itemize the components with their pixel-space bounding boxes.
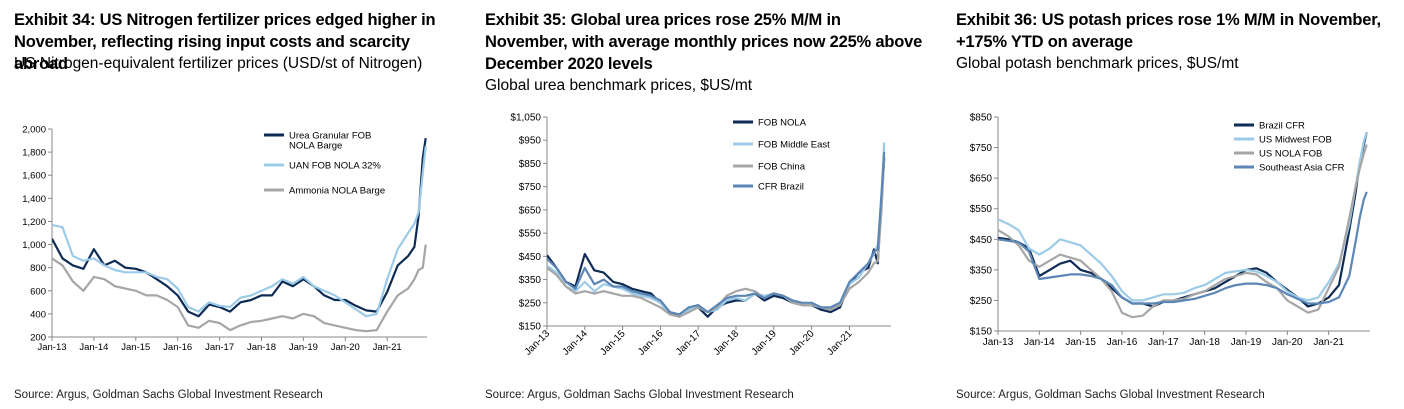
legend-label: Southeast Asia CFR	[1259, 163, 1345, 174]
x-tick-label: Jan-15	[1065, 337, 1096, 348]
legend-label: NOLA Barge	[289, 141, 342, 152]
series-line-uan-fob-nola-32-	[52, 146, 427, 318]
y-tick-label: $250	[519, 298, 542, 309]
y-tick-label: $450	[970, 235, 993, 246]
y-tick-label: $150	[519, 322, 542, 333]
chart-source: Source: Argus, Goldman Sachs Global Inve…	[956, 389, 1265, 401]
x-tick-label: Jan-14	[79, 342, 108, 353]
x-tick-label: Jan-20	[1272, 337, 1303, 348]
y-tick-label: 1,600	[22, 171, 46, 182]
y-tick-label: $550	[519, 229, 542, 240]
x-tick-label: Jan-17	[1148, 337, 1179, 348]
x-tick-label: Jan-17	[205, 342, 234, 353]
y-tick-label: 2,000	[22, 125, 46, 136]
legend-label: Urea Granular FOB	[289, 131, 371, 142]
x-tick-label: Jan-21	[373, 342, 402, 353]
y-tick-label: $250	[970, 296, 993, 307]
x-tick-label: Jan-19	[1231, 337, 1262, 348]
y-tick-label: $550	[970, 204, 993, 215]
legend-label: Ammonia NOLA Barge	[289, 186, 385, 197]
y-tick-label: 1,400	[22, 194, 46, 205]
y-tick-label: 200	[30, 333, 46, 344]
y-tick-label: $650	[519, 205, 542, 216]
x-tick-label: Jan-15	[121, 342, 150, 353]
series-line-us-nola-fob	[998, 144, 1368, 319]
y-tick-label: $350	[970, 265, 993, 276]
x-tick-label: Jan-19	[750, 328, 780, 358]
legend-label: FOB NOLA	[758, 118, 807, 129]
y-tick-label: $750	[970, 143, 993, 154]
y-tick-label: 400	[30, 309, 46, 320]
series-line-fob-china	[547, 156, 886, 318]
chart-title: Exhibit 34: US Nitrogen fertilizer price…	[14, 11, 436, 73]
x-tick-label: Jan-17	[674, 328, 704, 358]
x-tick-label: Jan-16	[163, 342, 192, 353]
series-line-urea-granular-fob-nola-barge	[52, 138, 427, 318]
series-line-ammonia-nola-barge	[52, 244, 427, 333]
y-tick-label: $1,050	[510, 113, 541, 124]
legend-label: US Midwest FOB	[1259, 135, 1332, 146]
legend-label: Brazil CFR	[1259, 121, 1305, 132]
x-tick-label: Jan-16	[636, 328, 666, 358]
legend-label: UAN FOB NOLA 32%	[289, 161, 381, 172]
potash-price-chart: $150 $250 $350 $450 $550 $650 $750 $850 Jan-13 Ja…	[970, 113, 1370, 348]
chart-title: Exhibit 35: Global urea prices rose 25% …	[485, 11, 923, 73]
nitrogen-price-chart: 200 400 600 800 1,000 1,200 1,400 1,600 1,800 2,0…	[22, 125, 427, 353]
y-tick-label: 1,800	[22, 148, 46, 159]
urea-price-chart: $150 $250 $350 $450 $550 $650 $750 $850 $950 $1,0…	[510, 113, 891, 358]
chart-source: Source: Argus, Goldman Sachs Global Inve…	[485, 389, 794, 401]
series-line-fob-middle-east	[547, 142, 886, 318]
y-tick-label: 600	[30, 286, 46, 297]
x-tick-label: Jan-21	[825, 328, 855, 358]
series-line-us-midwest-fob	[998, 131, 1368, 302]
x-tick-label: Jan-20	[787, 328, 817, 358]
chart-subtitle: US Nitrogen-equivalent fertilizer prices…	[14, 55, 423, 72]
series-line-cfr-brazil	[547, 151, 886, 316]
exhibit-34-panel: Exhibit 34: US Nitrogen fertilizer price…	[0, 0, 462, 409]
y-tick-label: $450	[519, 252, 542, 263]
chart-subtitle: Global potash benchmark prices, $US/mt	[956, 55, 1239, 72]
x-tick-label: Jan-20	[331, 342, 360, 353]
x-tick-label: Jan-14	[1024, 337, 1055, 348]
y-tick-label: 1,200	[22, 217, 46, 228]
y-tick-label: $850	[519, 159, 542, 170]
x-tick-label: Jan-19	[289, 342, 318, 353]
legend-label: US NOLA FOB	[1259, 149, 1322, 160]
legend-label: CFR Brazil	[758, 182, 804, 193]
y-tick-label: $950	[519, 136, 542, 147]
y-tick-label: $650	[970, 174, 993, 185]
x-tick-label: Jan-18	[1189, 337, 1220, 348]
x-tick-label: Jan-18	[247, 342, 276, 353]
y-tick-label: $750	[519, 182, 542, 193]
legend-label: FOB China	[758, 162, 806, 173]
x-tick-label: Jan-14	[561, 328, 591, 358]
chart-title: Exhibit 36: US potash prices rose 1% M/M…	[956, 11, 1381, 51]
chart-subtitle: Global urea benchmark prices, $US/mt	[485, 77, 753, 94]
y-tick-label: 800	[30, 263, 46, 274]
legend-label: FOB Middle East	[758, 140, 830, 151]
x-tick-label: Jan-13	[37, 342, 66, 353]
chart-source: Source: Argus, Goldman Sachs Global Inve…	[14, 389, 323, 401]
y-tick-label: $150	[970, 327, 993, 338]
x-tick-label: Jan-13	[983, 337, 1014, 348]
y-tick-label: $350	[519, 275, 542, 286]
x-tick-label: Jan-21	[1313, 337, 1344, 348]
x-tick-label: Jan-18	[712, 328, 742, 358]
exhibit-36-panel: Exhibit 36: US potash prices rose 1% M/M…	[942, 0, 1404, 409]
y-tick-label: $850	[970, 113, 993, 124]
exhibit-35-panel: Exhibit 35: Global urea prices rose 25% …	[471, 0, 933, 409]
series-line-southeast-asia-cfr	[998, 191, 1368, 305]
x-tick-label: Jan-16	[1107, 337, 1138, 348]
x-tick-label: Jan-15	[598, 328, 628, 358]
y-tick-label: 1,000	[22, 240, 46, 251]
